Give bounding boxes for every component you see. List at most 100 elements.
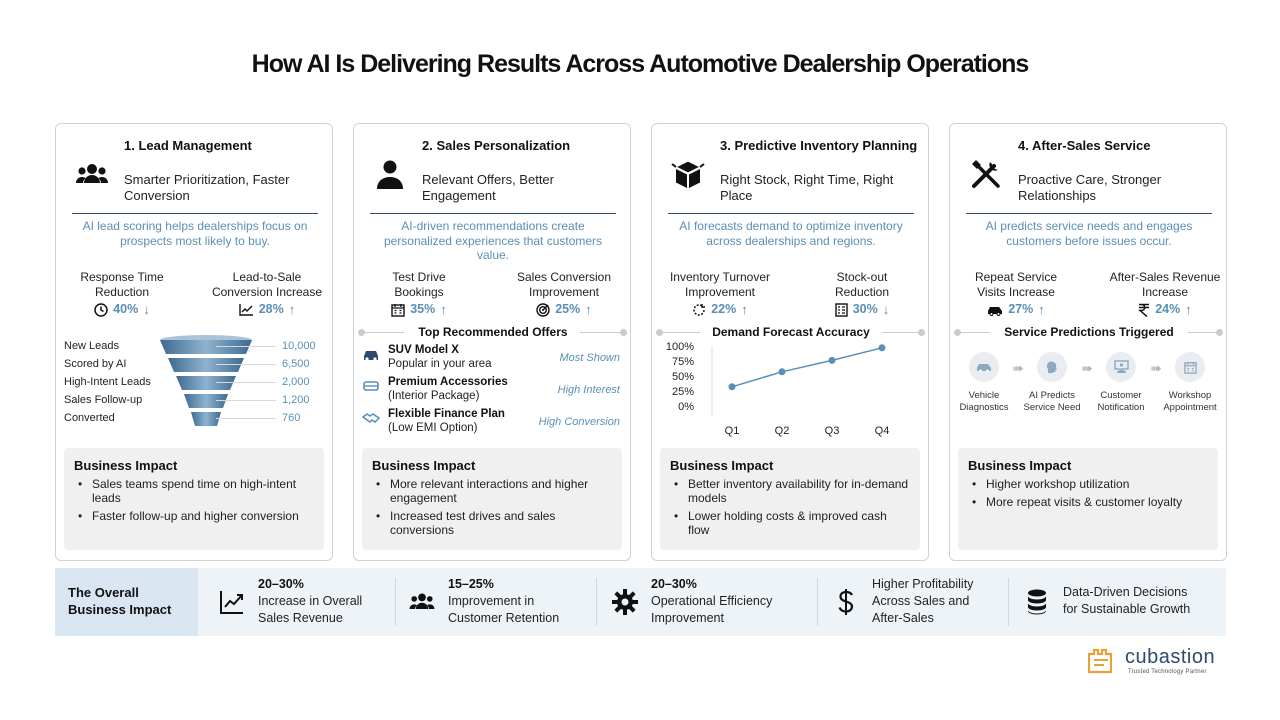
offer-subtitle: (Low EMI Option) (388, 422, 478, 434)
metric-direction: ↑ (741, 302, 748, 317)
funnel-value: 10,000 (282, 340, 316, 352)
y-tick-label: 75% (672, 356, 694, 368)
metric-value: 40% (113, 302, 139, 316)
demand-forecast-chart: 100% 75% 50% 25% 0% Q1 Q2 Q3 Q4 (666, 342, 889, 437)
impact-title: Business Impact (968, 458, 1072, 473)
metric-lead-conversion: Lead-to-Sale Conversion Increase 28% ↑ (202, 270, 332, 317)
offer-title: Flexible Finance Plan (388, 408, 505, 420)
section-title: Service Predictions Triggered (1004, 325, 1174, 339)
funnel-connector (216, 382, 276, 383)
y-tick-label: 50% (672, 371, 694, 383)
impact-item: Better inventory availability for in-dem… (670, 477, 910, 505)
offer-tag: High Conversion (538, 416, 620, 428)
cubastion-logo-icon (1088, 648, 1113, 674)
trend-chart-icon (220, 591, 243, 614)
stat-divider (1008, 578, 1009, 626)
card-header: 2. Sales Personalization Relevant Offers… (370, 138, 616, 214)
flow-label: AI Predicts Service Need (1023, 390, 1081, 413)
cubastion-logo[interactable]: cubastion Trusted Technology Partner (1088, 646, 1228, 680)
stat-text: Operational Efficiency (651, 594, 773, 608)
offer-subtitle: (Interior Package) (388, 390, 480, 402)
section-dot (954, 329, 961, 336)
section-divider (580, 332, 622, 333)
clipboard-icon (835, 302, 848, 317)
flow-arrow-icon: ➠ (1012, 360, 1024, 376)
flow-label: Workshop Appointment (1163, 390, 1217, 413)
card-header: 3. Predictive Inventory Planning Right S… (668, 138, 917, 214)
offer-item: Flexible Finance Plan (Low EMI Option) H… (360, 408, 622, 438)
stat-text: Customer Retention (448, 611, 560, 625)
rupee-icon (1138, 303, 1150, 317)
series-line (731, 347, 883, 388)
calendar-icon (391, 303, 405, 317)
funnel-label: High-Intent Leads (64, 376, 151, 388)
impact-item: Faster follow-up and higher conversion (74, 509, 314, 523)
impact-item: More relevant interactions and higher en… (372, 477, 612, 505)
offer-subtitle: Popular in your area (388, 358, 492, 370)
y-tick-label: 100% (666, 342, 694, 353)
funnel-graphic (160, 335, 252, 426)
y-tick-label: 25% (672, 386, 694, 398)
card-predictive-inventory: 3. Predictive Inventory Planning Right S… (651, 123, 929, 561)
metric-label: Test Drive Bookings (392, 270, 446, 299)
card-title: 3. Predictive Inventory Planning (720, 138, 918, 153)
people-group-icon (76, 164, 108, 183)
y-tick-label: 0% (678, 401, 694, 413)
card-subtitle: Right Stock, Right Time, Right Place (720, 172, 894, 203)
card-title: 1. Lead Management (124, 138, 252, 153)
funnel-value: 6,500 (282, 358, 310, 370)
funnel-label: Sales Follow-up (64, 394, 143, 406)
car-icon (364, 351, 378, 361)
seat-icon (363, 381, 379, 391)
stat-text: Across Sales and (872, 594, 970, 608)
section-dot (358, 329, 365, 336)
offer-tag: High Interest (557, 384, 620, 396)
funnel-value: 760 (282, 412, 301, 424)
flow-step-appointment: Workshop Appointment (1158, 352, 1222, 414)
target-icon (536, 302, 550, 317)
card-title: 2. Sales Personalization (422, 138, 571, 153)
funnel-label: New Leads (64, 340, 120, 352)
card-lead-management: 1. Lead Management Smarter Prioritizatio… (55, 123, 333, 561)
metric-value: 28% (258, 302, 284, 316)
metric-test-drive: Test Drive Bookings 35% ↑ (376, 270, 462, 317)
section-divider (958, 332, 990, 333)
x-tick-label: Q3 (825, 425, 840, 437)
card-description: AI-driven recommendations create persona… (383, 219, 603, 262)
flow-label: Customer Notification (1097, 390, 1145, 413)
section-dot (1216, 329, 1223, 336)
card-header: 1. Lead Management Smarter Prioritizatio… (72, 138, 318, 214)
person-icon (377, 160, 403, 189)
impact-title: Business Impact (372, 458, 476, 473)
metric-aftersales-revenue: After-Sales Revenue Increase 24% ↑ (1102, 270, 1228, 317)
metric-value: 24% (1155, 302, 1181, 316)
chart-title: Demand Forecast Accuracy (712, 325, 870, 339)
logo-tagline: Trusted Technology Partner (1128, 669, 1207, 675)
section-divider (882, 332, 920, 333)
stat-value: 20–30% (651, 577, 697, 591)
impact-title: Business Impact (670, 458, 774, 473)
stat-text: Increase in Overall (258, 594, 363, 608)
metric-inventory-turnover: Inventory Turnover Improvement 22% ↑ (658, 270, 782, 317)
stat-text: Higher Profitability (872, 577, 974, 591)
metric-label: Stock-out Reduction (834, 270, 890, 299)
flow-arrow-icon: ➠ (1081, 360, 1093, 376)
dollar-icon (838, 589, 854, 615)
impact-item: More repeat visits & customer loyalty (968, 495, 1208, 509)
overall-impact-heading: The Overall Business Impact (55, 568, 198, 636)
metric-direction: ↑ (440, 302, 447, 317)
funnel-connector (216, 418, 276, 419)
metric-label: Response Time Reduction (80, 270, 164, 299)
metric-value: 30% (852, 302, 878, 316)
overall-impact-bar: The Overall Business Impact 20–30% Incre… (55, 568, 1226, 636)
section-dot (656, 329, 663, 336)
metric-direction: ↑ (288, 302, 296, 317)
section-divider (660, 332, 700, 333)
impact-item: Lower holding costs & improved cash flow (670, 509, 910, 537)
flow-step-notify: Customer Notification (1089, 352, 1153, 414)
flow-label: Vehicle Diagnostics (959, 390, 1009, 413)
card-subtitle: Proactive Care, Stronger Relationships (1018, 172, 1162, 203)
flow-step-predict: AI Predicts Service Need (1020, 352, 1084, 414)
stat-divider (596, 578, 597, 626)
people-group-icon (409, 593, 435, 609)
